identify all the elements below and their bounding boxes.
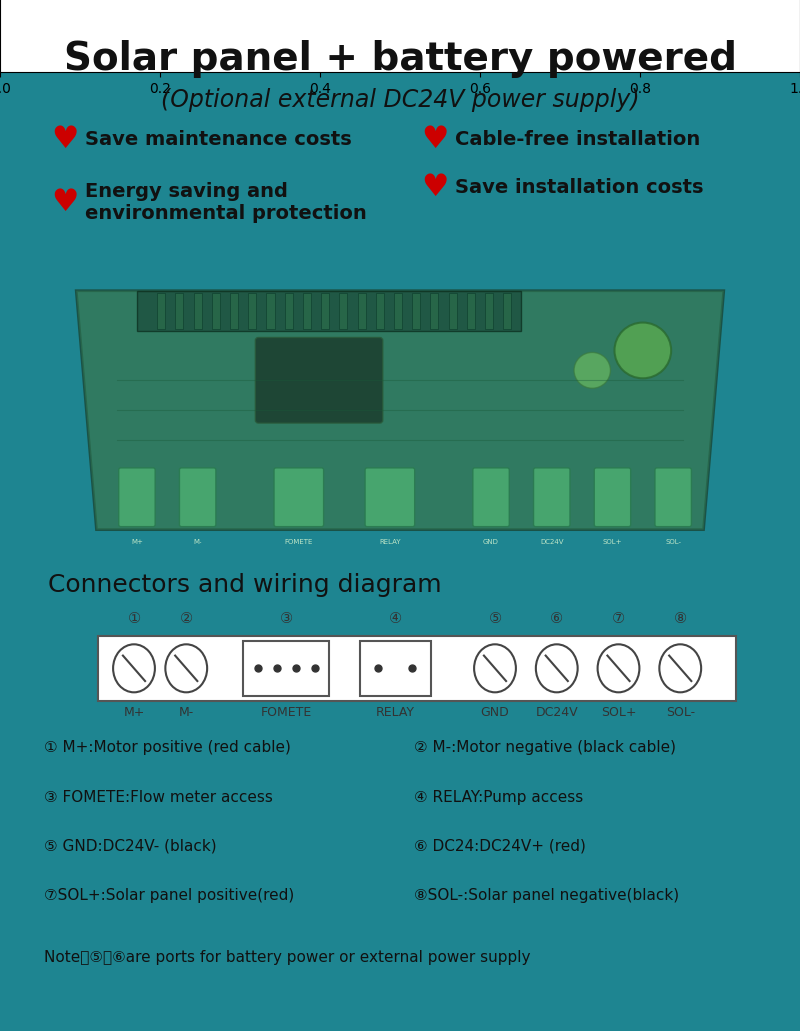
FancyBboxPatch shape	[243, 641, 329, 696]
Text: ⑥: ⑥	[550, 610, 563, 626]
Text: ① M+:Motor positive (red cable): ① M+:Motor positive (red cable)	[44, 740, 290, 756]
Text: ♥: ♥	[422, 126, 449, 155]
FancyBboxPatch shape	[473, 468, 510, 527]
Circle shape	[113, 644, 155, 693]
Text: RELAY: RELAY	[376, 706, 414, 720]
FancyBboxPatch shape	[98, 635, 736, 701]
Bar	[430, 293, 438, 329]
Text: GND: GND	[481, 706, 510, 720]
Text: Connectors and wiring diagram: Connectors and wiring diagram	[49, 573, 442, 597]
Bar	[285, 293, 293, 329]
Bar	[248, 293, 256, 329]
Bar	[175, 293, 183, 329]
Text: DC24V: DC24V	[535, 706, 578, 720]
Polygon shape	[76, 291, 724, 530]
Circle shape	[614, 323, 671, 378]
Text: RELAY: RELAY	[379, 538, 401, 544]
Text: (Optional external DC24V power supply): (Optional external DC24V power supply)	[161, 88, 639, 112]
FancyBboxPatch shape	[655, 468, 691, 527]
Bar	[230, 293, 238, 329]
Text: Cable-free installation: Cable-free installation	[455, 130, 700, 149]
Text: SOL+: SOL+	[602, 538, 622, 544]
FancyBboxPatch shape	[534, 468, 570, 527]
Text: ♥: ♥	[51, 126, 78, 155]
Circle shape	[536, 644, 578, 693]
Text: ⑥ DC24:DC24V+ (red): ⑥ DC24:DC24V+ (red)	[414, 838, 586, 854]
Text: ③ FOMETE:Flow meter access: ③ FOMETE:Flow meter access	[44, 790, 273, 804]
Bar	[194, 293, 202, 329]
FancyBboxPatch shape	[179, 468, 216, 527]
Text: GND: GND	[483, 538, 499, 544]
Text: ⑤: ⑤	[489, 610, 502, 626]
Text: SOL+: SOL+	[601, 706, 636, 720]
Text: M-: M-	[194, 538, 202, 544]
Text: ⑧SOL-:Solar panel negative(black): ⑧SOL-:Solar panel negative(black)	[414, 888, 679, 903]
Text: ③: ③	[279, 610, 293, 626]
FancyBboxPatch shape	[137, 291, 522, 331]
Text: Energy saving and
environmental protection: Energy saving and environmental protecti…	[85, 181, 366, 223]
Circle shape	[474, 644, 516, 693]
Text: ⑦: ⑦	[612, 610, 625, 626]
Bar	[339, 293, 347, 329]
Bar	[303, 293, 311, 329]
Text: ② M-:Motor negative (black cable): ② M-:Motor negative (black cable)	[414, 740, 676, 756]
Text: ④: ④	[389, 610, 402, 626]
Bar	[449, 293, 457, 329]
Bar	[266, 293, 274, 329]
Bar	[157, 293, 166, 329]
Text: M+: M+	[123, 706, 145, 720]
Bar	[376, 293, 384, 329]
Bar	[503, 293, 511, 329]
FancyBboxPatch shape	[274, 468, 324, 527]
Text: ♥: ♥	[422, 173, 449, 202]
Text: ⑦SOL+:Solar panel positive(red): ⑦SOL+:Solar panel positive(red)	[44, 888, 294, 903]
Bar	[212, 293, 220, 329]
Circle shape	[574, 353, 610, 389]
Text: M+: M+	[131, 538, 143, 544]
Bar	[466, 293, 475, 329]
Circle shape	[659, 644, 701, 693]
Bar	[485, 293, 493, 329]
Circle shape	[598, 644, 639, 693]
FancyBboxPatch shape	[360, 641, 431, 696]
FancyBboxPatch shape	[365, 468, 414, 527]
FancyBboxPatch shape	[255, 337, 383, 423]
Text: DC24V: DC24V	[540, 538, 563, 544]
Text: ②: ②	[180, 610, 193, 626]
Text: Save maintenance costs: Save maintenance costs	[85, 130, 352, 149]
FancyBboxPatch shape	[594, 468, 630, 527]
Bar	[358, 293, 366, 329]
Text: Solar panel + battery powered: Solar panel + battery powered	[63, 40, 737, 78]
Text: Save installation costs: Save installation costs	[455, 178, 703, 197]
Circle shape	[166, 644, 207, 693]
Text: M-: M-	[178, 706, 194, 720]
Text: ⑧: ⑧	[674, 610, 687, 626]
FancyBboxPatch shape	[118, 468, 155, 527]
Text: ①: ①	[127, 610, 141, 626]
Text: ④ RELAY:Pump access: ④ RELAY:Pump access	[414, 790, 583, 804]
Bar	[321, 293, 329, 329]
Text: SOL-: SOL-	[666, 706, 695, 720]
Text: ⑤ GND:DC24V- (black): ⑤ GND:DC24V- (black)	[44, 838, 216, 854]
Text: ♥: ♥	[51, 188, 78, 217]
Text: FOMETE: FOMETE	[260, 706, 312, 720]
Polygon shape	[76, 291, 724, 530]
Bar	[394, 293, 402, 329]
Text: Note：⑤、⑥are ports for battery power or external power supply: Note：⑤、⑥are ports for battery power or e…	[44, 950, 530, 965]
Bar	[412, 293, 420, 329]
Text: FOMETE: FOMETE	[285, 538, 313, 544]
Text: SOL-: SOL-	[665, 538, 681, 544]
